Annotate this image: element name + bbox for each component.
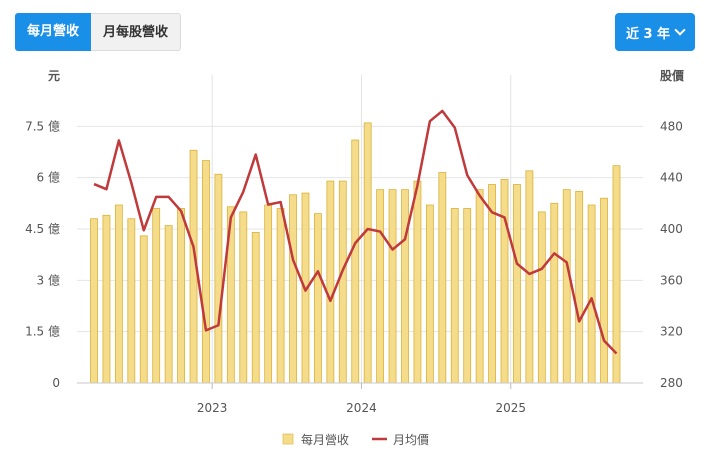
revenue-bar [214, 173, 223, 384]
tab-monthly-revenue-per-share[interactable]: 月每股營收 [91, 13, 182, 51]
revenue-bar [562, 189, 571, 384]
revenue-bar [600, 197, 608, 384]
revenue-bar [438, 172, 447, 384]
revenue-bar [575, 190, 584, 384]
revenue-bar [425, 204, 434, 384]
revenue-bar [351, 139, 360, 384]
revenue-bar [264, 204, 273, 384]
revenue-bar [401, 189, 409, 384]
revenue-bars [90, 122, 621, 384]
range-select-label: 近 3 年 [625, 26, 671, 42]
revenue-bar [450, 208, 459, 384]
revenue-bar [338, 180, 347, 384]
y-right-tick-label: 280 [660, 376, 683, 390]
revenue-bar [239, 211, 248, 384]
revenue-bar [500, 178, 509, 384]
revenue-bar [289, 194, 297, 384]
revenue-bar [177, 208, 185, 384]
price-line [93, 109, 618, 355]
revenue-bar [139, 235, 148, 384]
y-right-tick-label: 360 [660, 273, 683, 287]
y-left-axis-title: 元 [48, 69, 60, 83]
legend: 每月營收 月均價 [282, 432, 429, 447]
x-tick-label: 2023 [197, 401, 228, 415]
y-right-tick-label: 440 [660, 171, 683, 185]
revenue-bar [276, 208, 285, 384]
revenue-bar [202, 160, 210, 384]
y-right-tick-label: 480 [660, 119, 683, 133]
revenue-bar [413, 180, 422, 384]
revenue-bar [127, 218, 136, 384]
price-series-line [93, 109, 618, 355]
revenue-bar [363, 122, 372, 384]
legend-label-price: 月均價 [393, 433, 429, 447]
revenue-bar [537, 211, 546, 384]
y-left-tick-label: 4.5 億 [25, 222, 60, 236]
revenue-bar [326, 180, 335, 384]
revenue-bar [463, 208, 472, 384]
revenue-bar [114, 204, 123, 384]
revenue-bar [102, 214, 111, 384]
x-tick-label: 2025 [495, 401, 526, 415]
revenue-bar [550, 202, 559, 384]
legend-label-revenue: 每月營收 [301, 432, 349, 447]
range-select-button[interactable]: 近 3 年 [615, 13, 695, 51]
revenue-bar [513, 184, 521, 384]
y-left-tick-label: 3 億 [37, 273, 60, 287]
x-tick-label: 2024 [346, 401, 377, 415]
revenue-bar [525, 170, 534, 384]
y-right-axis-title: 股價 [660, 68, 685, 83]
axes: 0 280 1.5 億 320 3 億 360 4.5 億 400 6 億 440 7.5 億 480… [25, 68, 685, 415]
revenue-bar [587, 204, 596, 384]
revenue-bar [164, 225, 173, 384]
revenue-bar [152, 208, 161, 384]
revenue-bar [376, 189, 385, 384]
y-left-tick-label: 0 [52, 376, 60, 390]
y-right-tick-label: 320 [660, 325, 683, 339]
y-left-tick-label: 1.5 億 [25, 325, 60, 339]
revenue-bar [90, 218, 98, 384]
y-left-tick-label: 6 億 [37, 171, 60, 185]
revenue-tab-group: 每月營收 月每股營收 [15, 13, 182, 51]
y-left-tick-label: 7.5 億 [25, 119, 60, 133]
revenue-bar [388, 189, 397, 384]
revenue-bar [314, 213, 322, 384]
revenue-bar [475, 189, 484, 384]
tab-monthly-revenue[interactable]: 每月營收 [15, 13, 92, 51]
revenue-bar [251, 232, 260, 384]
legend-swatch-revenue [282, 433, 294, 445]
y-right-tick-label: 400 [660, 222, 683, 236]
